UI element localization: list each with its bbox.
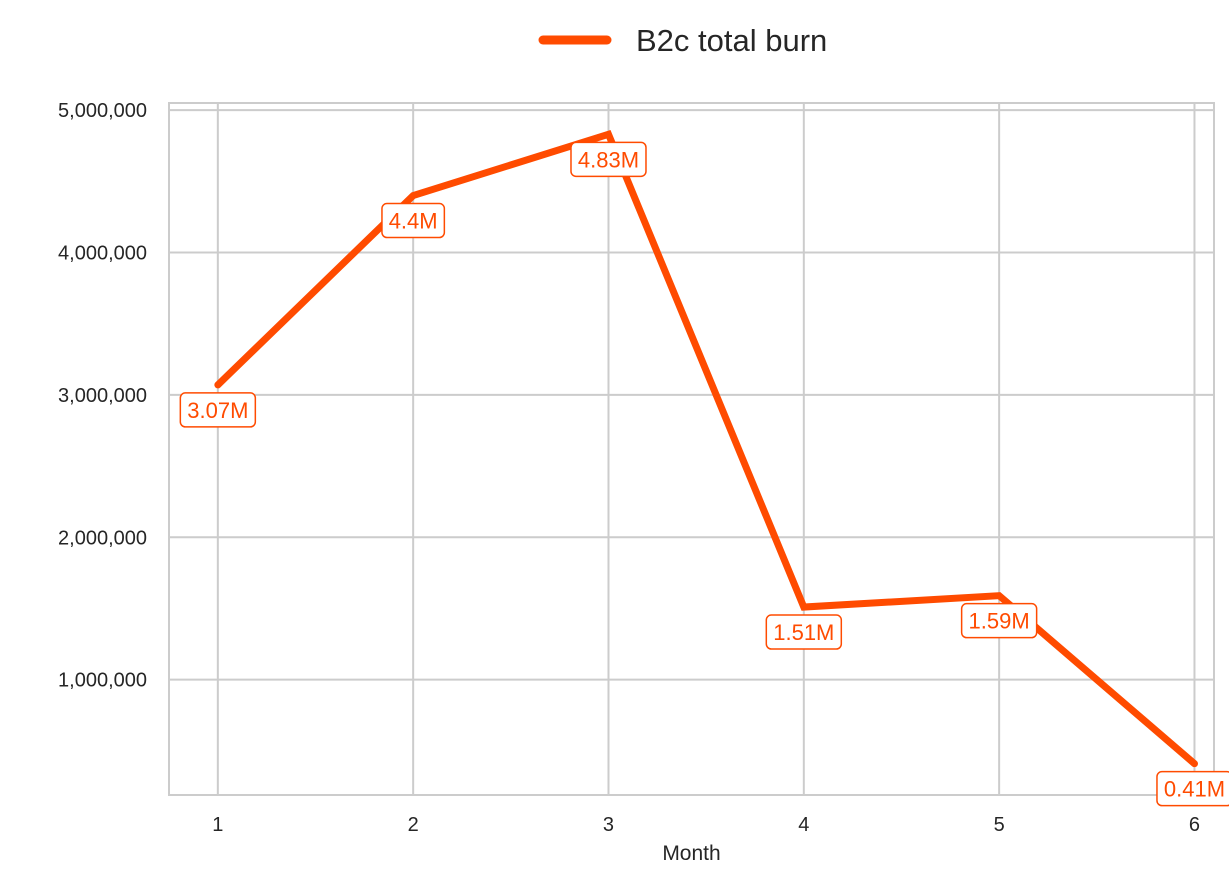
data-label-box xyxy=(1156,770,1229,807)
data-label: 4.83M xyxy=(570,141,647,178)
series-line xyxy=(214,130,1198,768)
x-axis: 1 2 3 4 5 6 xyxy=(212,814,1200,836)
data-label-box xyxy=(381,202,446,239)
data-label-text: 4.83M xyxy=(578,147,639,172)
x-tick-label: 5 xyxy=(994,814,1005,836)
data-label-text: 1.51M xyxy=(773,620,834,645)
x-tick-label: 1 xyxy=(212,814,223,836)
series-layer xyxy=(214,130,1198,768)
data-label-text: 3.07M xyxy=(187,398,248,423)
data-label: 1.51M xyxy=(765,614,843,650)
y-tick-label: 3,000,000 xyxy=(58,385,147,407)
data-label: 1.59M xyxy=(960,602,1038,639)
y-tick-label: 5,000,000 xyxy=(58,100,147,122)
x-tick-label: 6 xyxy=(1189,814,1200,836)
data-label-box xyxy=(179,392,257,428)
y-axis: 1,000,000 2,000,000 3,000,000 4,000,000 5,00… xyxy=(58,100,147,692)
data-label-text: 0.41M xyxy=(1164,777,1225,802)
data-labels: 3.07M 4.4M 4.83M 1.51M 1.59M 0.41M xyxy=(179,141,1229,807)
y-tick-label: 4,000,000 xyxy=(58,243,147,265)
data-label: 4.4M xyxy=(381,202,446,239)
data-label-box xyxy=(960,602,1038,639)
data-label: 3.07M xyxy=(179,392,257,428)
x-axis-label: Month xyxy=(662,842,720,865)
y-tick-label: 2,000,000 xyxy=(58,527,147,549)
y-tick-label: 1,000,000 xyxy=(58,670,147,692)
x-tick-label: 3 xyxy=(603,814,614,836)
data-label-box xyxy=(570,141,647,178)
data-label-text: 4.4M xyxy=(389,209,438,234)
legend: B2c total burn xyxy=(538,23,827,58)
data-label-box xyxy=(765,614,843,650)
plot-frame xyxy=(168,102,1215,796)
x-tick-label: 4 xyxy=(798,814,809,836)
x-tick-label: 2 xyxy=(408,814,419,836)
legend-label: B2c total burn xyxy=(636,23,827,58)
data-label: 0.41M xyxy=(1156,770,1229,807)
data-label-text: 1.59M xyxy=(969,609,1030,634)
grid xyxy=(169,103,1214,795)
